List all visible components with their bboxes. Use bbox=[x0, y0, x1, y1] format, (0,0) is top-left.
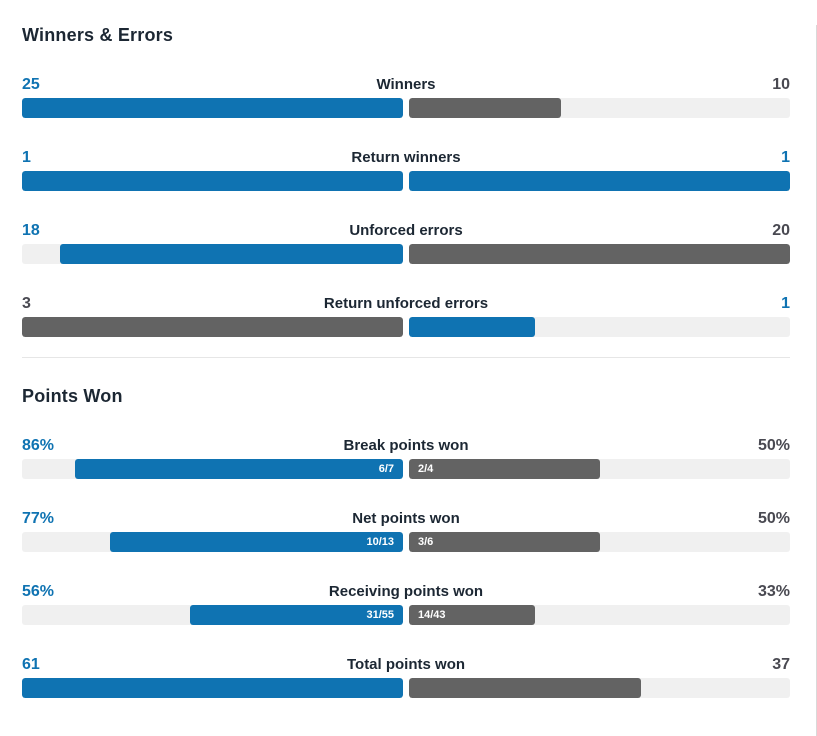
right-bar-track bbox=[409, 171, 790, 191]
right-value: 50% bbox=[757, 437, 790, 454]
left-value: 86% bbox=[22, 437, 55, 454]
stat-row-net-points-won: 77% Net points won 50% 10/13 3/6 bbox=[22, 510, 790, 552]
stat-label: Return winners bbox=[351, 149, 461, 166]
left-bar-track bbox=[22, 317, 403, 337]
left-bar-track bbox=[22, 171, 403, 191]
left-value: 1 bbox=[22, 149, 31, 166]
left-bar-fill bbox=[60, 244, 403, 264]
right-bar-fraction: 3/6 bbox=[418, 536, 434, 548]
stat-labels: 61 Total points won 37 bbox=[22, 656, 790, 673]
stat-row-unforced-errors: 18 Unforced errors 20 bbox=[22, 222, 790, 264]
left-bar-track: 10/13 bbox=[22, 532, 403, 552]
left-value: 77% bbox=[22, 510, 55, 527]
stat-row-break-points-won: 86% Break points won 50% 6/7 2/4 bbox=[22, 437, 790, 479]
left-bar-fill bbox=[22, 317, 403, 337]
left-bar-fill bbox=[22, 171, 403, 191]
stat-bars bbox=[22, 317, 790, 337]
stat-labels: 25 Winners 10 bbox=[22, 76, 790, 93]
left-bar-track bbox=[22, 678, 403, 698]
stat-bars: 31/55 14/43 bbox=[22, 605, 790, 625]
left-bar-fraction: 6/7 bbox=[378, 463, 394, 475]
right-value: 1 bbox=[781, 149, 790, 166]
right-bar-track: 3/6 bbox=[409, 532, 790, 552]
right-bar-fill bbox=[409, 678, 642, 698]
left-bar-track bbox=[22, 244, 403, 264]
left-bar-fraction: 31/55 bbox=[366, 609, 394, 621]
stat-row-total-points-won: 61 Total points won 37 bbox=[22, 656, 790, 698]
left-bar-fraction: 10/13 bbox=[366, 536, 394, 548]
left-value: 3 bbox=[22, 295, 31, 312]
section-title-points-won: Points Won bbox=[22, 386, 123, 406]
left-value: 56% bbox=[22, 583, 55, 600]
left-bar-track: 31/55 bbox=[22, 605, 403, 625]
stat-row-receiving-points-won: 56% Receiving points won 33% 31/55 14/43 bbox=[22, 583, 790, 625]
stat-bars: 6/7 2/4 bbox=[22, 459, 790, 479]
left-bar-fill bbox=[22, 678, 403, 698]
stat-labels: 56% Receiving points won 33% bbox=[22, 583, 790, 600]
right-bar-track bbox=[409, 678, 790, 698]
stat-bars: 10/13 3/6 bbox=[22, 532, 790, 552]
stat-row-return-winners: 1 Return winners 1 bbox=[22, 149, 790, 191]
stat-label: Break points won bbox=[343, 437, 469, 454]
right-bar-fill: 2/4 bbox=[409, 459, 600, 479]
stat-label: Receiving points won bbox=[328, 583, 484, 600]
left-bar-fill: 6/7 bbox=[75, 459, 403, 479]
stat-row-winners: 25 Winners 10 bbox=[22, 76, 790, 118]
left-bar-fill bbox=[22, 98, 403, 118]
stat-bars bbox=[22, 244, 790, 264]
left-bar-fill: 10/13 bbox=[109, 532, 403, 552]
stat-label: Net points won bbox=[352, 510, 460, 527]
right-value: 20 bbox=[772, 222, 790, 239]
stat-bars bbox=[22, 171, 790, 191]
right-bar-track: 14/43 bbox=[409, 605, 790, 625]
right-value: 37 bbox=[772, 656, 790, 673]
match-stats-widget: Winners & Errors 25 Winners 10 1 Return … bbox=[0, 25, 816, 698]
right-value: 33% bbox=[757, 583, 790, 600]
stat-row-return-unforced-errors: 3 Return unforced errors 1 bbox=[22, 295, 790, 337]
stat-labels: 1 Return winners 1 bbox=[22, 149, 790, 166]
stat-labels: 3 Return unforced errors 1 bbox=[22, 295, 790, 312]
right-bar-track bbox=[409, 317, 790, 337]
right-bar-fraction: 2/4 bbox=[418, 463, 434, 475]
right-bar-fill bbox=[409, 317, 535, 337]
left-bar-fill: 31/55 bbox=[189, 605, 403, 625]
stat-label: Unforced errors bbox=[349, 222, 463, 239]
right-value: 10 bbox=[772, 76, 790, 93]
right-value: 1 bbox=[781, 295, 790, 312]
stat-labels: 86% Break points won 50% bbox=[22, 437, 790, 454]
left-value: 61 bbox=[22, 656, 40, 673]
section-title-winners-errors: Winners & Errors bbox=[22, 25, 174, 45]
stat-labels: 18 Unforced errors 20 bbox=[22, 222, 790, 239]
right-value: 50% bbox=[757, 510, 790, 527]
right-bar-fill: 14/43 bbox=[409, 605, 535, 625]
stat-label: Return unforced errors bbox=[323, 295, 489, 312]
stat-bars bbox=[22, 98, 790, 118]
right-bar-fraction: 14/43 bbox=[418, 609, 446, 621]
right-bar-track bbox=[409, 98, 790, 118]
left-value: 25 bbox=[22, 76, 40, 93]
left-bar-track: 6/7 bbox=[22, 459, 403, 479]
right-bar-fill bbox=[409, 244, 790, 264]
right-bar-fill bbox=[409, 171, 790, 191]
stat-bars bbox=[22, 678, 790, 698]
right-bar-fill bbox=[409, 98, 562, 118]
right-bar-track: 2/4 bbox=[409, 459, 790, 479]
left-bar-track bbox=[22, 98, 403, 118]
right-bar-track bbox=[409, 244, 790, 264]
stat-label: Winners bbox=[376, 76, 436, 93]
left-value: 18 bbox=[22, 222, 40, 239]
right-bar-fill: 3/6 bbox=[409, 532, 600, 552]
stat-label: Total points won bbox=[346, 656, 466, 673]
section-divider bbox=[22, 357, 790, 358]
stat-labels: 77% Net points won 50% bbox=[22, 510, 790, 527]
